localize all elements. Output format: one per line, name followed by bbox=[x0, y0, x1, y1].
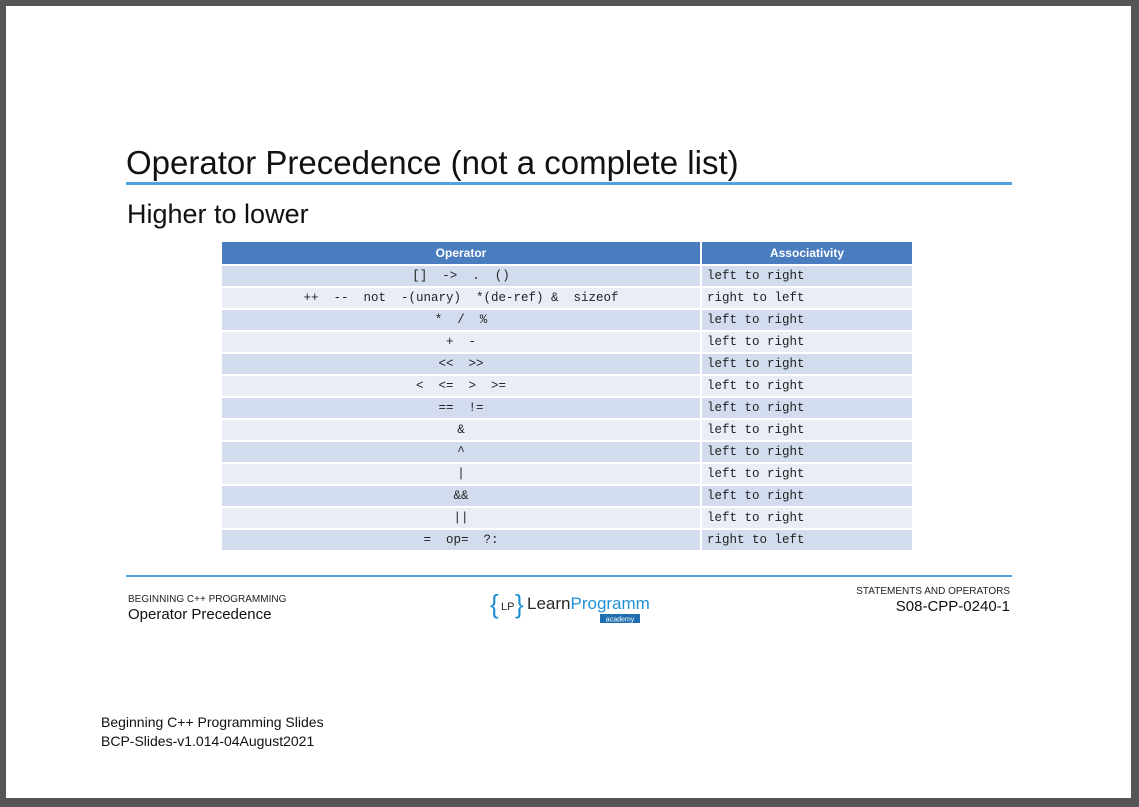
associativity-cell: left to right bbox=[701, 462, 912, 485]
operator-cell: == != bbox=[222, 396, 702, 419]
learn-programming-logo: { LP } LearnProgramming academy bbox=[490, 589, 650, 624]
table-row: & left to right bbox=[222, 418, 912, 441]
associativity-cell: left to right bbox=[701, 264, 912, 287]
slide-title: Operator Precedence (not a complete list… bbox=[126, 144, 739, 181]
table-row: * / % left to right bbox=[222, 308, 912, 331]
table-header-row: Operator Associativity bbox=[222, 242, 912, 265]
document-version: BCP-Slides-v1.014-04August2021 bbox=[101, 733, 315, 749]
associativity-cell: left to right bbox=[701, 440, 912, 463]
column-header-operator: Operator bbox=[222, 242, 702, 265]
associativity-cell: left to right bbox=[701, 484, 912, 507]
operator-cell: ^ bbox=[222, 440, 702, 463]
operator-cell: ++ -- not -(unary) *(de-ref) & sizeof bbox=[222, 286, 702, 309]
table-row: ++ -- not -(unary) *(de-ref) & sizeof rig… bbox=[222, 286, 912, 309]
operator-cell: || bbox=[222, 506, 702, 529]
footer-course-name: BEGINNING C++ PROGRAMMING bbox=[128, 594, 287, 605]
associativity-cell: left to right bbox=[701, 418, 912, 441]
document-title: Beginning C++ Programming Slides bbox=[101, 714, 324, 730]
operator-cell: < <= > >= bbox=[222, 374, 702, 397]
footer-topic: Operator Precedence bbox=[128, 606, 272, 623]
column-header-associativity: Associativity bbox=[701, 242, 912, 265]
associativity-cell: left to right bbox=[701, 374, 912, 397]
operator-cell: * / % bbox=[222, 308, 702, 331]
footer-slide-code: S08-CPP-0240-1 bbox=[895, 598, 1010, 615]
logo-brace-open: { bbox=[490, 589, 499, 619]
table-row: + - left to right bbox=[222, 330, 912, 353]
operator-cell: = op= ?: bbox=[222, 528, 702, 550]
table-row: && left to right bbox=[222, 484, 912, 507]
associativity-cell: right to left bbox=[701, 528, 912, 550]
logo-learn: Learn bbox=[527, 594, 570, 613]
logo-tagline: academy bbox=[606, 617, 635, 624]
associativity-cell: right to left bbox=[701, 286, 912, 309]
logo-brace-close: } bbox=[515, 589, 524, 619]
table-row: [] -> . () left to right bbox=[222, 264, 912, 287]
logo-programming: Programming bbox=[570, 594, 650, 613]
table-row: || left to right bbox=[222, 506, 912, 529]
logo-wordmark: LearnProgramming bbox=[527, 594, 650, 613]
title-divider bbox=[126, 182, 1012, 185]
associativity-cell: left to right bbox=[701, 396, 912, 419]
table-row: ^ left to right bbox=[222, 440, 912, 463]
precedence-table: Operator Associativity [] -> . () left to… bbox=[222, 242, 912, 550]
slide-subtitle: Higher to lower bbox=[127, 199, 309, 229]
table-row: << >> left to right bbox=[222, 352, 912, 375]
associativity-cell: left to right bbox=[701, 330, 912, 353]
operator-cell: + - bbox=[222, 330, 702, 353]
footer-section-name: STATEMENTS AND OPERATORS bbox=[856, 586, 1010, 597]
operator-cell: & bbox=[222, 418, 702, 441]
operator-cell: [] -> . () bbox=[222, 264, 702, 287]
footer-divider bbox=[126, 575, 1012, 577]
table-row: == != left to right bbox=[222, 396, 912, 419]
associativity-cell: left to right bbox=[701, 506, 912, 529]
associativity-cell: left to right bbox=[701, 352, 912, 375]
operator-cell: && bbox=[222, 484, 702, 507]
slide-page: Operator Precedence (not a complete list… bbox=[6, 6, 1131, 798]
operator-cell: << >> bbox=[222, 352, 702, 375]
table-row: | left to right bbox=[222, 462, 912, 485]
table-row: = op= ?: right to left bbox=[222, 528, 912, 550]
associativity-cell: left to right bbox=[701, 308, 912, 331]
logo-initials: LP bbox=[501, 601, 514, 613]
logo-tagline-box bbox=[600, 614, 640, 623]
table-row: < <= > >= left to right bbox=[222, 374, 912, 397]
operator-cell: | bbox=[222, 462, 702, 485]
